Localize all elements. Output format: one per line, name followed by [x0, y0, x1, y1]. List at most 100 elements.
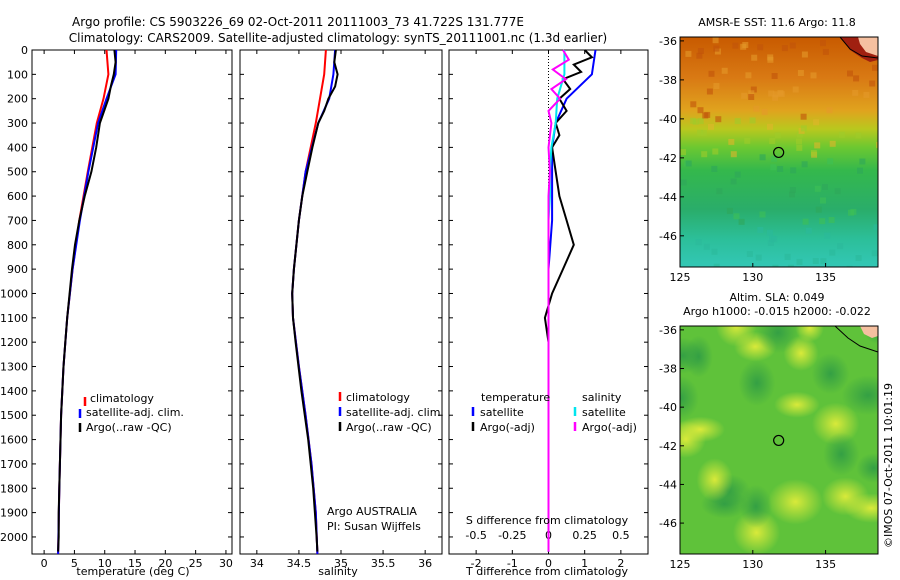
- y-tick-label: 1900: [0, 507, 28, 520]
- map-y-tick-label: -42: [659, 152, 677, 165]
- sst-map-panel: AMSR-E SST: 11.6 Argo: 11.8 125 130 135 -36…: [659, 16, 879, 284]
- sst-cell: [800, 125, 807, 132]
- y-tick-label: 200: [7, 93, 28, 106]
- sst-cell: [863, 91, 870, 98]
- legend-title-salinity: salinity: [582, 391, 622, 404]
- y-tick-label: 1500: [0, 409, 28, 422]
- sst-cell: [697, 129, 704, 136]
- sst-cell: [820, 40, 826, 47]
- sst-cell: [748, 94, 755, 100]
- sst-map-ticks: 125 130 135 -36 -38 -40 -42 -44 -46: [659, 35, 836, 284]
- sst-cell: [777, 166, 784, 172]
- map-x-tick-label: 125: [670, 558, 691, 571]
- map-y-tick-label: -42: [659, 440, 677, 453]
- sst-cell: [814, 185, 821, 192]
- y-tick-label: 0: [21, 44, 28, 57]
- salinity-lines: [291, 49, 339, 555]
- sst-cell: [855, 255, 862, 261]
- x-tick-label: 35.5: [371, 557, 396, 570]
- sst-cell: [711, 248, 718, 255]
- sst-cell: [771, 73, 778, 79]
- header-line1: Argo profile: CS 5903226_69 02-Oct-2011 …: [72, 15, 524, 29]
- sst-cell: [857, 167, 863, 174]
- sst-cell: [852, 89, 859, 96]
- sst-cell: [734, 171, 741, 178]
- map-x-tick-label: 130: [742, 558, 763, 571]
- sst-cell: [824, 232, 831, 239]
- sst-cell: [738, 218, 745, 225]
- map-y-tick-label: -46: [659, 230, 677, 243]
- sla-anomaly-blob: [823, 432, 860, 476]
- sst-cell: [680, 179, 687, 186]
- difference-legend: temperature salinity satellite Argo(-adj…: [471, 391, 637, 434]
- sst-cell: [872, 64, 878, 71]
- sst-cell: [769, 138, 776, 144]
- y-tick-label: 1000: [0, 287, 28, 300]
- legend-satellite: satellite-adj. clim.: [346, 406, 444, 419]
- sst-cell: [853, 75, 860, 82]
- sst-cell: [697, 107, 704, 114]
- sst-cell: [801, 161, 808, 168]
- map-y-tick-label: -46: [659, 517, 677, 530]
- legend-climatology: climatology: [90, 392, 154, 405]
- sst-cell: [796, 144, 803, 151]
- sst-cell: [713, 83, 720, 89]
- sst-cell: [732, 42, 739, 49]
- sla-texture: [680, 326, 878, 554]
- sst-cell: [796, 138, 802, 145]
- sst-cell: [706, 88, 713, 95]
- x2-tick-label: -0.25: [498, 529, 526, 542]
- legend-s-satellite: satellite: [582, 406, 626, 419]
- sla-map-ticks: 125 130 135 -36 -38 -40 -42 -44 -46: [659, 324, 836, 571]
- x-tick-label: 25: [189, 557, 203, 570]
- sst-cell: [789, 42, 796, 49]
- x-tick-label: -2: [471, 557, 482, 570]
- legend-climatology: climatology: [346, 391, 410, 404]
- argo-location-marker: [773, 146, 785, 159]
- sst-cell: [790, 167, 797, 174]
- sla-anomaly-blob: [696, 458, 733, 502]
- legend-t-satellite: satellite: [480, 406, 524, 419]
- sst-cell: [742, 42, 749, 48]
- sst-cell: [810, 150, 817, 156]
- sla-anomaly-blob: [680, 420, 706, 458]
- sst-cell: [827, 158, 834, 165]
- sst-cell: [871, 250, 878, 257]
- sst-cell: [696, 52, 703, 59]
- y-tick-label: 1600: [0, 434, 28, 447]
- sla-anomaly-blob: [767, 479, 823, 525]
- sst-cell: [757, 44, 764, 51]
- sst-cell: [771, 155, 778, 162]
- sst-cell: [730, 178, 737, 185]
- x-tick-label: 5: [71, 557, 78, 570]
- legend-argo: Argo(..raw -QC): [346, 421, 432, 434]
- map-y-tick-label: -36: [659, 324, 677, 337]
- x2-tick-label: 0.25: [572, 529, 597, 542]
- y-tick-label: 800: [7, 239, 28, 252]
- x-tick-label: -1: [507, 557, 518, 570]
- y-tick-label: 600: [7, 190, 28, 203]
- land-coast: [860, 326, 878, 338]
- sst-cell: [767, 56, 774, 63]
- sst-cell: [828, 217, 835, 223]
- sst-cell: [802, 218, 809, 225]
- y-tick-label: 1400: [0, 385, 28, 398]
- sst-cell: [812, 258, 819, 264]
- sla-anomaly-blob: [756, 326, 800, 354]
- x-tick-label: 1: [581, 557, 588, 570]
- map-x-tick-label: 135: [815, 271, 836, 284]
- sst-cell: [766, 229, 773, 236]
- sla-anomaly-blob: [856, 453, 878, 483]
- sst-cell: [797, 70, 804, 76]
- sst-cell: [713, 45, 720, 52]
- sst-texture: [680, 37, 878, 267]
- sst-cell: [829, 140, 836, 147]
- sst-cell: [746, 251, 753, 257]
- sst-cell: [772, 94, 779, 101]
- map-y-tick-label: -40: [659, 113, 677, 126]
- sst-cell: [784, 253, 791, 260]
- legend-argo: Argo(..raw -QC): [86, 421, 172, 434]
- sst-cell: [712, 37, 719, 44]
- map-y-tick-label: -38: [659, 363, 677, 376]
